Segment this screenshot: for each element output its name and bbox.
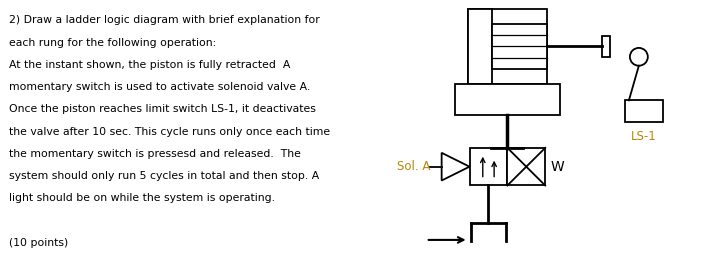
Text: LS-1: LS-1 bbox=[631, 130, 656, 143]
Text: the valve after 10 sec. This cycle runs only once each time: the valve after 10 sec. This cycle runs … bbox=[9, 127, 331, 137]
Text: momentary switch is used to activate solenoid valve A.: momentary switch is used to activate sol… bbox=[9, 82, 310, 92]
Text: W: W bbox=[550, 160, 564, 174]
Text: Sol. A: Sol. A bbox=[397, 160, 430, 173]
Text: Once the piston reaches limit switch LS-1, it deactivates: Once the piston reaches limit switch LS-… bbox=[9, 104, 316, 114]
Text: the momentary switch is pressesd and released.  The: the momentary switch is pressesd and rel… bbox=[9, 149, 301, 159]
Bar bbox=[468, 9, 548, 83]
Text: At the instant shown, the piston is fully retracted  A: At the instant shown, the piston is full… bbox=[9, 60, 291, 70]
Bar bbox=[470, 148, 508, 185]
Bar bbox=[492, 24, 548, 69]
Text: system should only run 5 cycles in total and then stop. A: system should only run 5 cycles in total… bbox=[9, 171, 319, 181]
Bar bbox=[602, 36, 610, 57]
Text: each rung for the following operation:: each rung for the following operation: bbox=[9, 38, 217, 48]
Text: (10 points): (10 points) bbox=[9, 238, 69, 248]
Bar bbox=[468, 9, 492, 83]
Bar bbox=[625, 100, 663, 122]
Bar bbox=[455, 83, 559, 115]
Text: 2) Draw a ladder logic diagram with brief explanation for: 2) Draw a ladder logic diagram with brie… bbox=[9, 15, 320, 25]
Text: light should be on while the system is operating.: light should be on while the system is o… bbox=[9, 193, 275, 203]
Bar bbox=[508, 148, 545, 185]
